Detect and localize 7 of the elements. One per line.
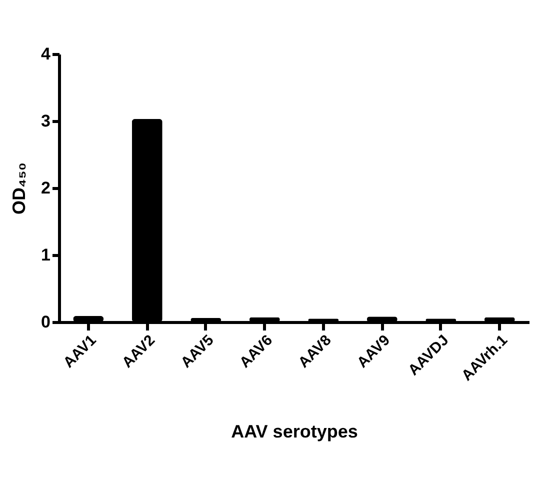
x-axis-title: AAV serotypes bbox=[231, 422, 358, 442]
y-tick-label: 0 bbox=[41, 312, 50, 332]
y-tick-label: 4 bbox=[41, 44, 52, 64]
y-tick-label: 2 bbox=[41, 178, 50, 198]
y-tick-label: 3 bbox=[41, 112, 50, 130]
y-axis-title: OD₄₅₀ bbox=[9, 162, 30, 214]
y-tick-label: 1 bbox=[41, 246, 50, 264]
